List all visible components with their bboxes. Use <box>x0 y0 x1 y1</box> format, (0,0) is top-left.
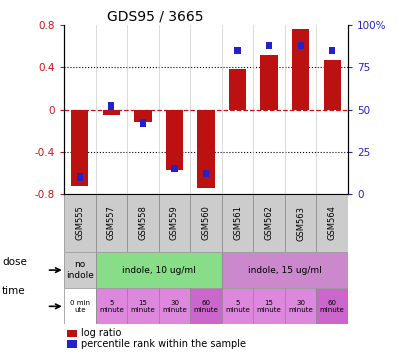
Text: 60
minute: 60 minute <box>320 300 344 313</box>
Bar <box>285 288 316 325</box>
Bar <box>253 194 285 252</box>
Bar <box>71 110 88 186</box>
Bar <box>329 47 335 54</box>
Bar <box>222 252 348 288</box>
Text: GSM562: GSM562 <box>265 206 274 241</box>
Text: dose: dose <box>2 257 27 267</box>
Text: GDS95 / 3665: GDS95 / 3665 <box>106 10 203 24</box>
Bar <box>324 60 341 110</box>
Text: GSM563: GSM563 <box>296 206 305 241</box>
Bar <box>222 288 253 325</box>
Bar <box>64 288 96 325</box>
Text: GSM557: GSM557 <box>107 206 116 241</box>
Bar <box>203 170 209 177</box>
Text: GSM561: GSM561 <box>233 206 242 241</box>
Text: 15
minute: 15 minute <box>130 300 155 313</box>
Bar <box>298 41 304 49</box>
Text: 0 min
ute: 0 min ute <box>70 300 90 313</box>
Bar <box>234 47 241 54</box>
Bar <box>166 110 183 170</box>
Bar <box>127 194 159 252</box>
Text: log ratio: log ratio <box>81 328 122 338</box>
Bar <box>159 288 190 325</box>
Bar <box>260 55 278 110</box>
Text: indole, 15 ug/ml: indole, 15 ug/ml <box>248 266 322 275</box>
Text: 30
minute: 30 minute <box>162 300 187 313</box>
Text: percentile rank within the sample: percentile rank within the sample <box>81 340 246 350</box>
Text: time: time <box>2 286 26 296</box>
Text: GSM560: GSM560 <box>202 206 210 241</box>
Bar <box>316 288 348 325</box>
Bar <box>77 174 83 181</box>
Bar <box>64 194 96 252</box>
Bar <box>292 29 309 110</box>
Bar <box>67 330 77 337</box>
Text: GSM559: GSM559 <box>170 206 179 240</box>
Text: 30
minute: 30 minute <box>288 300 313 313</box>
Bar <box>190 288 222 325</box>
Bar <box>103 110 120 115</box>
Bar <box>229 69 246 110</box>
Bar <box>64 252 96 288</box>
Bar <box>127 288 159 325</box>
Text: GSM564: GSM564 <box>328 206 337 241</box>
Text: indole, 10 ug/ml: indole, 10 ug/ml <box>122 266 196 275</box>
Bar <box>159 194 190 252</box>
Bar <box>96 288 127 325</box>
Bar <box>197 110 215 188</box>
Text: 5
minute: 5 minute <box>225 300 250 313</box>
Bar <box>266 41 272 49</box>
Bar <box>67 340 77 348</box>
Text: GSM558: GSM558 <box>138 206 147 241</box>
Bar <box>171 165 178 172</box>
Text: 15
minute: 15 minute <box>257 300 282 313</box>
Text: no
indole: no indole <box>66 260 94 280</box>
Text: GSM555: GSM555 <box>75 206 84 240</box>
Bar <box>285 194 316 252</box>
Bar <box>316 194 348 252</box>
Bar <box>96 194 127 252</box>
Bar <box>140 119 146 127</box>
Bar <box>190 194 222 252</box>
Bar <box>222 194 253 252</box>
Bar <box>108 102 114 110</box>
Bar <box>134 110 152 122</box>
Bar <box>253 288 285 325</box>
Bar <box>96 252 222 288</box>
Text: 60
minute: 60 minute <box>194 300 218 313</box>
Text: 5
minute: 5 minute <box>99 300 124 313</box>
